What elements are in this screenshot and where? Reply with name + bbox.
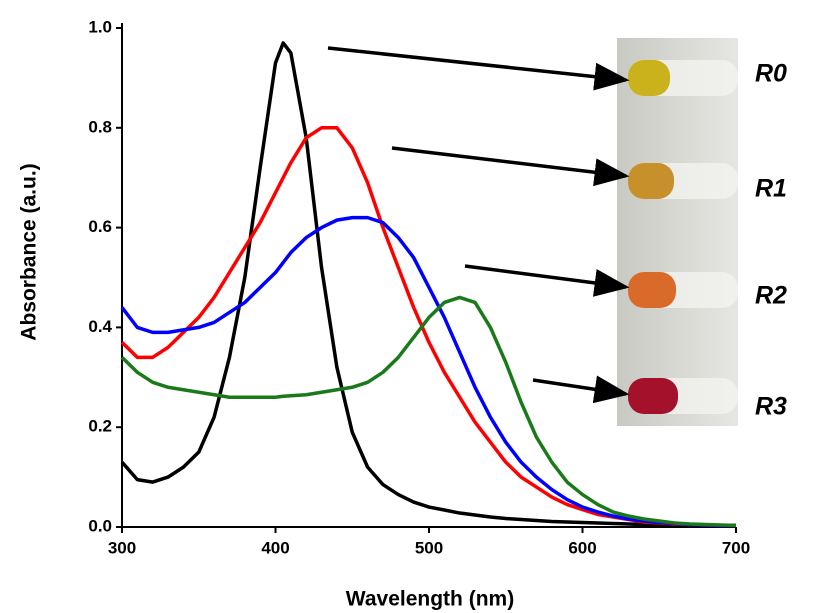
vial-photo xyxy=(617,38,738,426)
x-tick-label: 600 xyxy=(568,538,596,557)
y-tick-label: 0.2 xyxy=(88,417,112,436)
x-tick-label: 400 xyxy=(261,538,289,557)
sample-label: R3 xyxy=(755,393,787,421)
sample-label: R2 xyxy=(755,282,787,310)
y-tick-label: 0.4 xyxy=(88,317,112,336)
y-axis-title: Absorbance (a.u.) xyxy=(18,163,41,340)
spectrum-line xyxy=(120,295,737,528)
spectrum-line xyxy=(120,215,736,528)
x-axis-title: Wavelength (nm) xyxy=(346,588,514,611)
y-tick-label: 1.0 xyxy=(88,17,112,36)
sample-label: R1 xyxy=(755,175,787,203)
y-tick-label: 0.6 xyxy=(88,217,112,236)
y-tick-label: 0.0 xyxy=(88,516,112,535)
y-tick-label: 0.8 xyxy=(88,117,112,136)
arrows xyxy=(327,46,630,404)
x-tick-label: 500 xyxy=(415,538,443,557)
sample-label: R0 xyxy=(755,60,787,88)
spectrum-line xyxy=(120,41,736,528)
x-tick-label: 300 xyxy=(108,538,136,557)
x-tick-label: 700 xyxy=(722,538,750,557)
